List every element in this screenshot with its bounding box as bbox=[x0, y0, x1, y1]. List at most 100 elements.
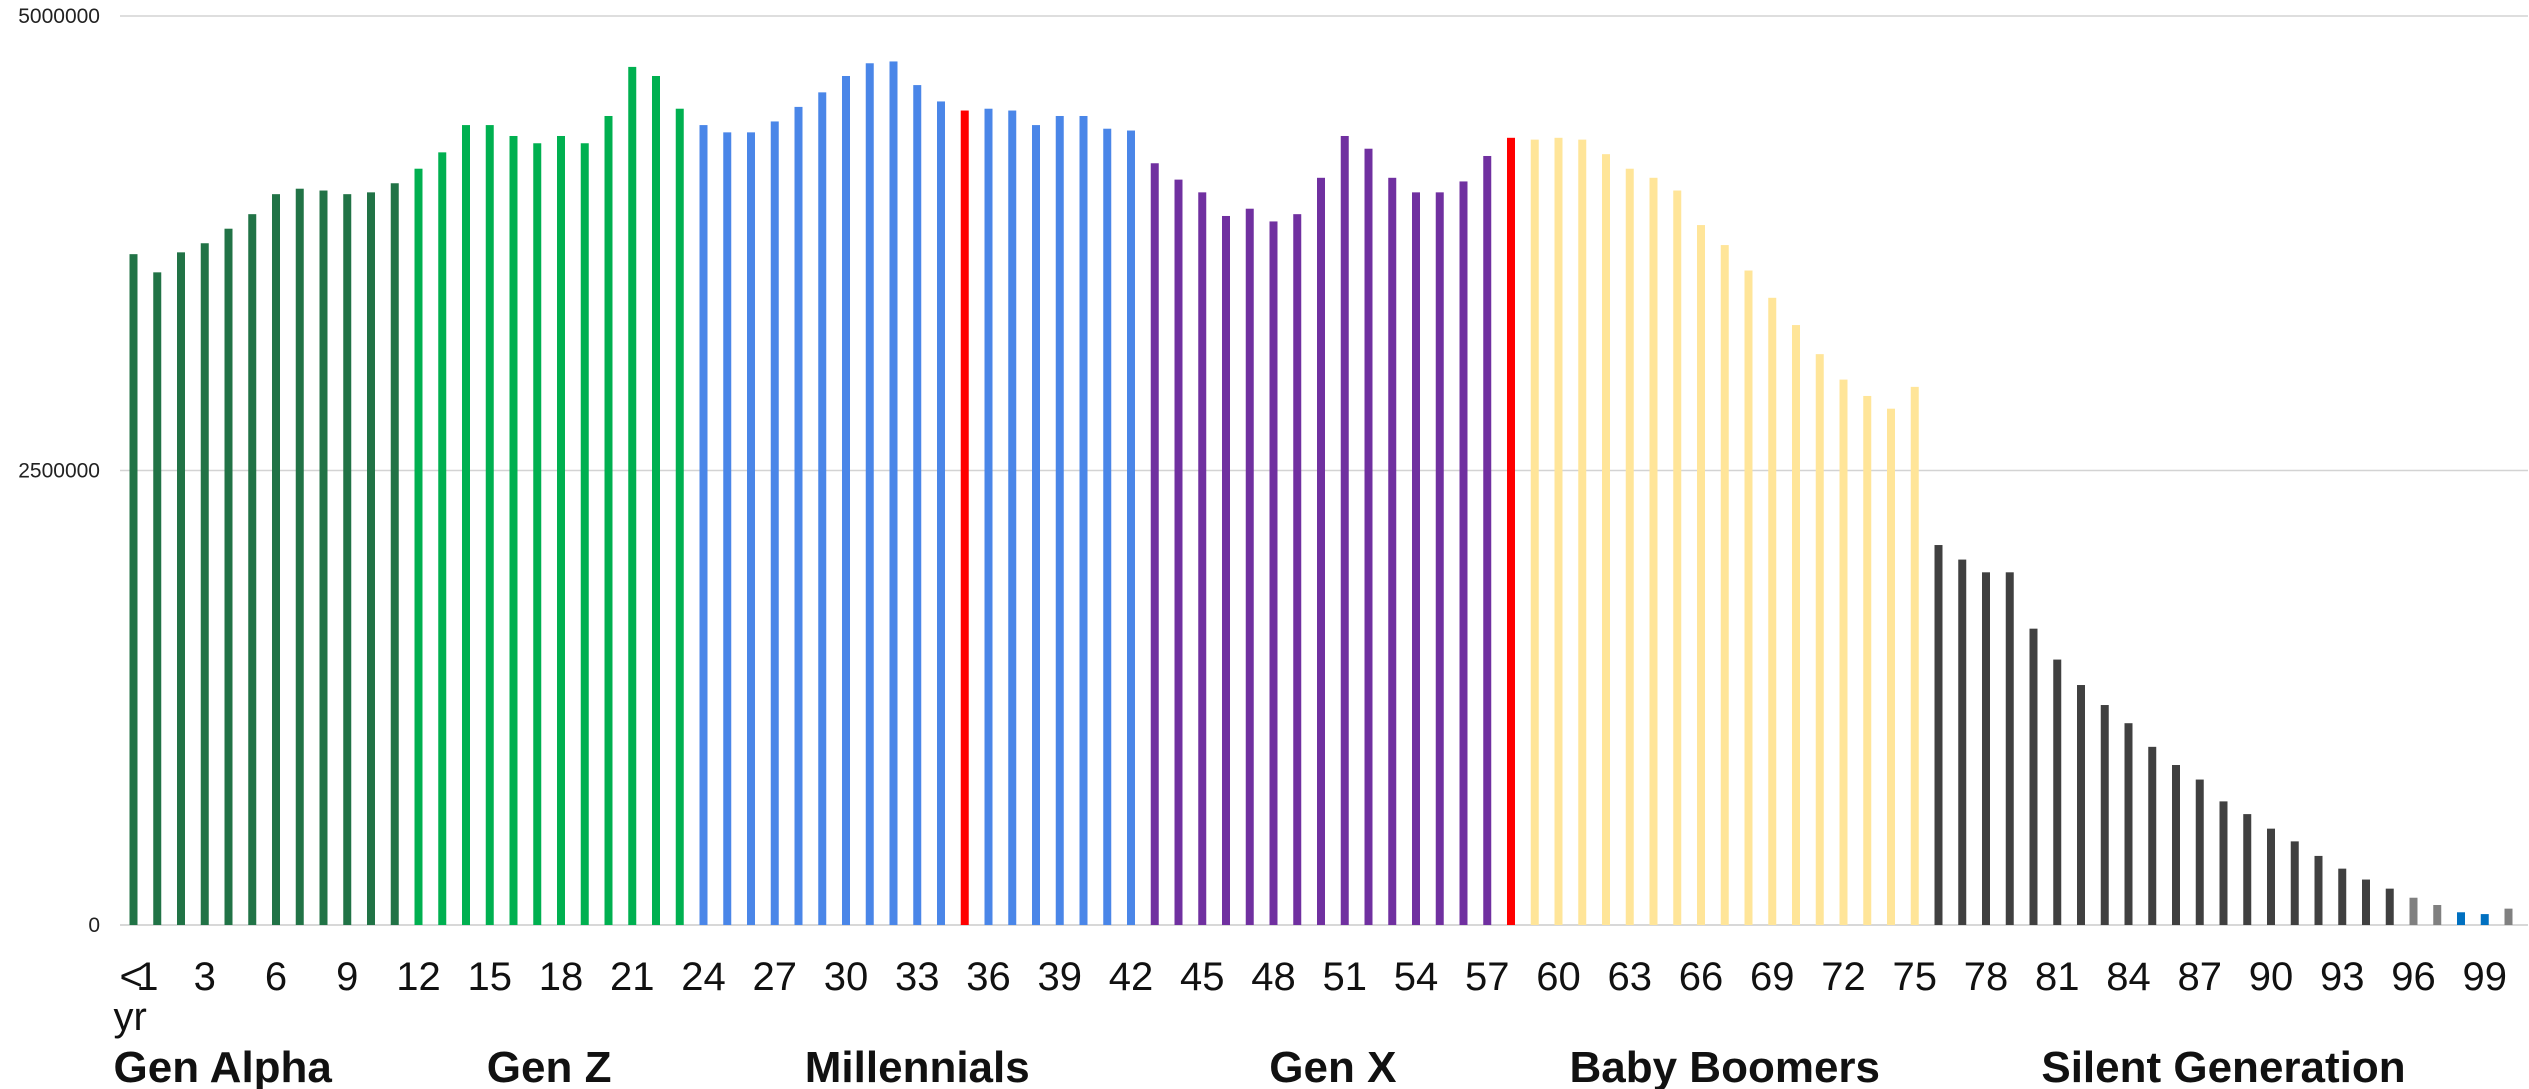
bar-age-42: 42: 4370000 bbox=[1127, 130, 1135, 925]
x-tick-label: < bbox=[120, 955, 143, 999]
x-tick-label: 9 bbox=[336, 955, 358, 999]
bar-age-43: 43: 4190000 bbox=[1150, 163, 1159, 925]
bar-age-12: 12: 4160000 bbox=[414, 168, 423, 925]
bar-age-65: 65: 4040000 bbox=[1673, 190, 1682, 925]
bar-age-45: 45: 4030000 bbox=[1198, 192, 1207, 925]
bar-age-15: 15: 4400000 bbox=[485, 125, 494, 925]
bar-age-82: 82: 1320000 bbox=[2077, 685, 2085, 925]
bar-age-94: 94: 250000 bbox=[2362, 879, 2370, 925]
x-tick-label: 27 bbox=[753, 955, 798, 999]
bar-age-69: 69: 3450000 bbox=[1768, 297, 1777, 925]
x-tick-label: 30 bbox=[824, 955, 869, 999]
bar-age-74: 74: 2840000 bbox=[1887, 408, 1895, 925]
x-tick-label: 33 bbox=[895, 955, 940, 999]
bar-age-93: 93: 310000 bbox=[2338, 868, 2347, 925]
generation-label: Baby Boomers bbox=[1569, 1043, 1880, 1089]
bar-age-87: 87: 800000 bbox=[2195, 779, 2204, 925]
bars: < 1 yr: 3690000 1: 3590000 2: 3700000 3: 37… bbox=[129, 61, 2513, 926]
x-tick-label: 81 bbox=[2035, 955, 2080, 999]
bar-age-58: 58: 4330000 bbox=[1507, 137, 1515, 925]
bar-age-49: 49: 3910000 bbox=[1293, 214, 1302, 926]
x-tick-label: 39 bbox=[1038, 955, 1083, 999]
x-tick-label: 90 bbox=[2249, 955, 2294, 999]
bar-age-28: 28: 4500000 bbox=[794, 106, 803, 925]
bar-age-61: 61: 4320000 bbox=[1578, 139, 1587, 925]
x-tick-label: 24 bbox=[681, 955, 726, 999]
bar-age-25: 25: 4360000 bbox=[723, 132, 732, 926]
bar-age-57: 57: 4230000 bbox=[1483, 155, 1492, 926]
x-tick-label: 51 bbox=[1323, 955, 1368, 999]
bar-age-48: 48: 3870000 bbox=[1269, 221, 1278, 925]
bar-age-77: 77: 2010000 bbox=[1958, 559, 1967, 925]
y-tick-label: 5000000 bbox=[18, 5, 100, 28]
bar-age-63: 63: 4160000 bbox=[1625, 168, 1634, 925]
bar-age-46: 46: 3900000 bbox=[1222, 215, 1230, 926]
bar-age-75: 75: 2960000 bbox=[1910, 386, 1919, 925]
bar-age-20: 20: 4450000 bbox=[604, 115, 613, 926]
x-tick-label: 69 bbox=[1750, 955, 1795, 999]
bar-age-66: 66: 3850000 bbox=[1697, 225, 1705, 925]
bar-age-62: 62: 4240000 bbox=[1602, 154, 1610, 926]
x-tick-label: 87 bbox=[2178, 955, 2223, 999]
bar-age-56: 56: 4090000 bbox=[1459, 181, 1468, 926]
x-tick-label: 57 bbox=[1465, 955, 1510, 999]
x-tick-label: 60 bbox=[1536, 955, 1581, 999]
bar-age-2: 2: 3700000 bbox=[177, 252, 185, 926]
bar-age-4: 4: 3830000 bbox=[224, 228, 233, 925]
bar-age-41: 41: 4380000 bbox=[1103, 128, 1112, 925]
x-tick-label: 78 bbox=[1964, 955, 2009, 999]
bar-age-14: 14: 4400000 bbox=[462, 125, 470, 925]
bar-age-68: 68: 3600000 bbox=[1744, 270, 1753, 925]
bar-age-64: 64: 4110000 bbox=[1649, 177, 1658, 925]
bar-age-70: 70: 3300000 bbox=[1792, 325, 1800, 925]
bar-age-83: 83: 1210000 bbox=[2100, 705, 2109, 925]
bar-age-32: 32: 4750000 bbox=[889, 61, 898, 925]
bar-age-50: 50: 4110000 bbox=[1317, 177, 1325, 925]
bar-age-22: 22: 4670000 bbox=[652, 75, 660, 925]
bar-age-96: 96: 150000 bbox=[2409, 897, 2418, 925]
y-tick-label: 2500000 bbox=[18, 460, 100, 483]
bar-age-27: 27: 4420000 bbox=[770, 121, 779, 926]
bar-age-54: 54: 4030000 bbox=[1412, 192, 1420, 925]
bar-age-21: 21: 4720000 bbox=[628, 66, 637, 926]
x-tick-label: 99 bbox=[2463, 955, 2508, 999]
generation-label: Millennials bbox=[805, 1043, 1030, 1089]
x-tick-label-unit: yr bbox=[114, 995, 147, 1039]
bar-age-76: 76: 2090000 bbox=[1934, 545, 1943, 925]
bar-age-85: 85: 980000 bbox=[2148, 746, 2157, 925]
bar-age-31: 31: 4740000 bbox=[865, 63, 874, 925]
x-tick-label: 66 bbox=[1679, 955, 1724, 999]
bar-age-51: 51: 4340000 bbox=[1340, 135, 1349, 925]
y-tick-label: 0 bbox=[88, 914, 100, 937]
bar-age-24: 24: 4400000 bbox=[699, 125, 708, 925]
bar-age-92: 92: 380000 bbox=[2314, 855, 2323, 925]
bar-age-34: 34: 4530000 bbox=[937, 101, 945, 926]
bar-age-30: 30: 4670000 bbox=[842, 75, 850, 925]
bar-age-39: 39: 4450000 bbox=[1055, 115, 1064, 926]
bar-age-40: 40: 4450000 bbox=[1079, 115, 1088, 926]
bar-age-29: 29: 4580000 bbox=[818, 92, 827, 925]
bar-age-6: 6: 4020000 bbox=[272, 194, 280, 925]
bar-age-16: 16: 4340000 bbox=[509, 135, 518, 925]
bar-age-37: 37: 4480000 bbox=[1008, 110, 1017, 925]
generation-label: Gen Z bbox=[487, 1043, 612, 1089]
bar-age-81: 81: 1460000 bbox=[2053, 659, 2062, 925]
bar-age-23: 23: 4490000 bbox=[675, 108, 684, 925]
x-tick-label: 12 bbox=[396, 955, 441, 999]
bar-age-79: 79: 1940000 bbox=[2005, 572, 2014, 925]
bar-age-26: 26: 4360000 bbox=[747, 132, 755, 926]
bar-age-13: 13: 4250000 bbox=[438, 152, 447, 926]
bar-age-17: 17: 4300000 bbox=[533, 143, 542, 925]
bar-age-67: 67: 3740000 bbox=[1720, 245, 1729, 925]
bar-age-53: 53: 4110000 bbox=[1388, 177, 1397, 925]
bar-age-1: 1: 3590000 bbox=[153, 272, 162, 925]
bar-age-7: 7: 4050000 bbox=[295, 188, 304, 925]
bar-age-52: 52: 4270000 bbox=[1364, 148, 1373, 926]
x-tick-label: 18 bbox=[539, 955, 584, 999]
bar-age-90: 90: 530000 bbox=[2267, 828, 2275, 925]
generation-label: Gen Alpha bbox=[114, 1043, 333, 1089]
bar-age-88: 88: 680000 bbox=[2219, 801, 2228, 925]
x-tick-label: 21 bbox=[610, 955, 655, 999]
x-tick-label: 75 bbox=[1893, 955, 1938, 999]
